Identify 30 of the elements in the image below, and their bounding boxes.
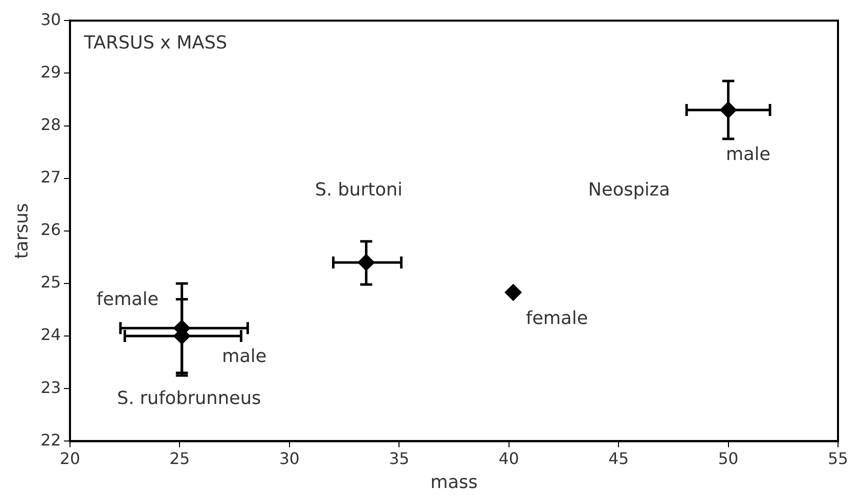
point <box>358 254 375 271</box>
x-tick-label: 25 <box>170 448 190 468</box>
x-tick-label: 50 <box>718 448 738 468</box>
y-tick-label: 26 <box>40 220 61 240</box>
y-tick-label: 24 <box>40 325 61 344</box>
x-tick-label: 45 <box>608 448 629 468</box>
point <box>504 284 522 301</box>
x-tick-label: 20 <box>60 448 80 468</box>
x-tick-label: 35 <box>388 448 410 468</box>
y-tick-label: 22 <box>40 430 61 450</box>
y-tick-label: 29 <box>40 62 61 82</box>
y-tick-label: 25 <box>40 272 61 292</box>
annotation: S. burtoni <box>314 180 403 201</box>
y-tick-label: 23 <box>40 378 61 397</box>
annotation: Neospiza <box>588 180 670 201</box>
y-tick-label: 30 <box>40 10 61 29</box>
y-tick-label: 27 <box>40 167 61 186</box>
text: TARSUS x MASS <box>82 32 228 54</box>
point <box>720 101 737 118</box>
y-tick-label: 28 <box>40 114 61 134</box>
y-axis-title: tarsus <box>11 203 32 259</box>
annotation: S. rufobrunneus <box>117 388 261 409</box>
x-tick-label: 30 <box>279 448 300 468</box>
annotation: female <box>526 308 588 329</box>
x-tick-label: 55 <box>828 448 848 468</box>
annotation: female <box>96 288 159 310</box>
x-axis-title: mass <box>430 472 478 493</box>
x-tick-label: 40 <box>498 448 520 468</box>
annotation: male <box>726 144 770 165</box>
annotation: male <box>222 346 267 367</box>
